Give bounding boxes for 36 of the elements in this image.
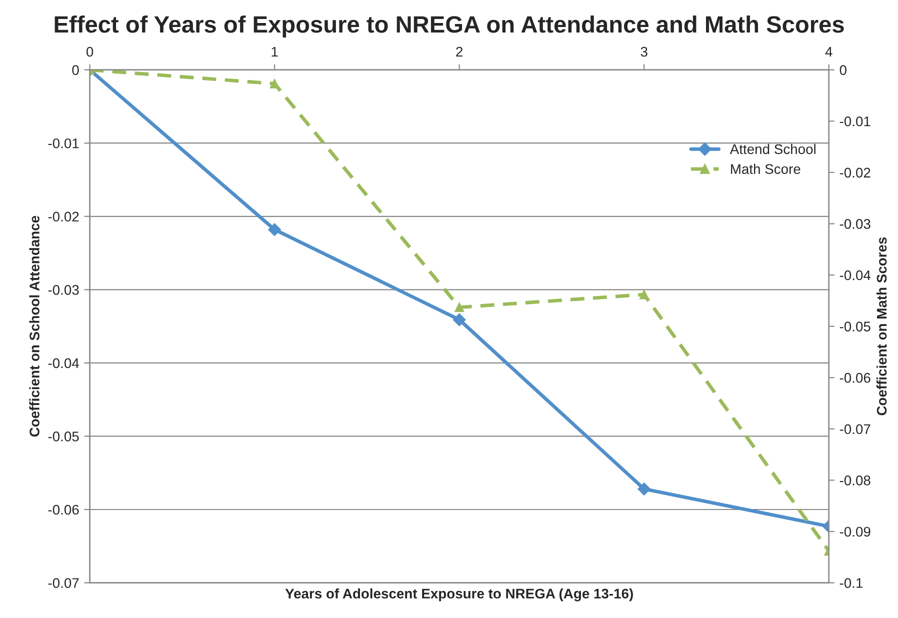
- x-tick-label: 2: [456, 46, 462, 57]
- y2-tick-label: -0.09: [840, 526, 870, 537]
- x-tick-label: 0: [86, 46, 94, 57]
- y2-axis-title: Coefficient on Math Scores: [876, 237, 887, 416]
- point: [268, 223, 281, 236]
- y2-tick-label: -0.06: [840, 372, 870, 383]
- point: [638, 482, 651, 496]
- point: [452, 313, 466, 326]
- y-tick-label: 0: [72, 65, 79, 76]
- y-tick-label: -0.02: [48, 212, 79, 222]
- y2-tick-label: -0.04: [840, 270, 871, 280]
- point: [639, 290, 649, 300]
- legend-label: Attend School: [730, 144, 816, 154]
- y-axis-title: Coefficient on School Attendance: [29, 216, 40, 437]
- x-tick-label: 3: [640, 46, 648, 57]
- point: [270, 78, 280, 88]
- y2-tick-label: -0.03: [840, 219, 870, 229]
- y-tick-label: -0.06: [48, 504, 79, 515]
- y2-tick-label: -0.02: [840, 168, 870, 178]
- point: [454, 302, 464, 312]
- y2-tick-label: -0.08: [840, 476, 870, 486]
- y2-tick-label: -0.1: [840, 578, 863, 588]
- y2-tick-label: -0.01: [840, 116, 870, 126]
- y-tick-label: -0.03: [48, 285, 79, 295]
- x-tick-label: 4: [825, 46, 832, 57]
- y2-tick-label: -0.07: [840, 424, 870, 434]
- chart-title: Effect of Years of Exposure to NREGA on Attendance and Math Scores: [54, 15, 844, 38]
- y2-tick-label: -0.05: [840, 322, 870, 332]
- y2-tick-label: 0: [840, 65, 846, 76]
- y-tick-label: -0.05: [48, 432, 79, 442]
- y-tick-label: -0.07: [48, 578, 79, 588]
- y-tick-label: -0.01: [48, 138, 79, 148]
- legend-label: Math Score: [731, 164, 800, 174]
- x-tick-label: 1: [272, 46, 278, 57]
- y-tick-label: -0.04: [48, 358, 79, 368]
- x-axis-title: Years of Adolescent Exposure to NREGA (Age 13-16): [285, 588, 633, 602]
